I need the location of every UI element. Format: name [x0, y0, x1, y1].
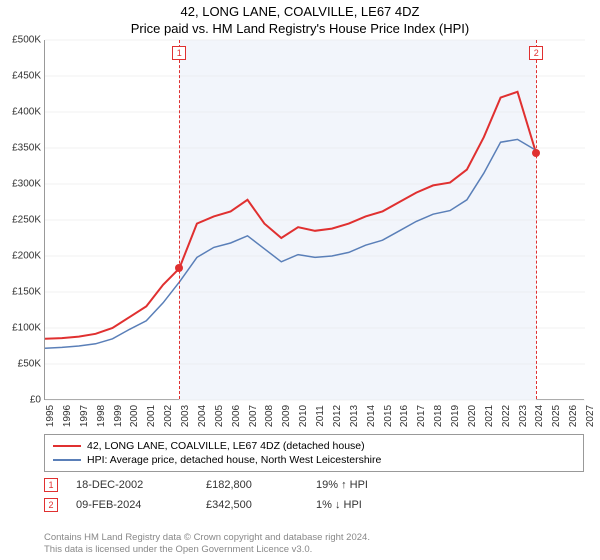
- sale-marker-icon: 1: [172, 46, 186, 60]
- sale-marker-icon: 2: [44, 498, 58, 512]
- xtick-label: 2019: [450, 405, 461, 427]
- xtick-label: 1995: [45, 405, 56, 427]
- attribution: Contains HM Land Registry data © Crown c…: [44, 532, 584, 556]
- xtick-label: 2022: [501, 405, 512, 427]
- ytick-label: £450K: [1, 71, 41, 82]
- legend-label: HPI: Average price, detached house, Nort…: [87, 454, 381, 466]
- sale-diff: 1% ↓ HPI: [316, 499, 406, 511]
- xtick-label: 2015: [383, 405, 394, 427]
- xtick-label: 2024: [534, 405, 545, 427]
- sale-row: 2 09-FEB-2024 £342,500 1% ↓ HPI: [44, 498, 584, 512]
- chart-container: 42, LONG LANE, COALVILLE, LE67 4DZ Price…: [0, 0, 600, 560]
- xtick-label: 1998: [96, 405, 107, 427]
- xtick-label: 2017: [416, 405, 427, 427]
- legend-row: 42, LONG LANE, COALVILLE, LE67 4DZ (deta…: [53, 439, 575, 453]
- sale-point-dot: [532, 149, 540, 157]
- xtick-label: 1996: [62, 405, 73, 427]
- chart-svg: [45, 40, 584, 399]
- xtick-label: 2026: [568, 405, 579, 427]
- title-block: 42, LONG LANE, COALVILLE, LE67 4DZ Price…: [0, 0, 600, 38]
- xtick-label: 2008: [264, 405, 275, 427]
- legend-label: 42, LONG LANE, COALVILLE, LE67 4DZ (deta…: [87, 440, 365, 452]
- legend-box: 42, LONG LANE, COALVILLE, LE67 4DZ (deta…: [44, 434, 584, 472]
- title-main: 42, LONG LANE, COALVILLE, LE67 4DZ: [0, 4, 600, 19]
- attribution-line: This data is licensed under the Open Gov…: [44, 544, 584, 556]
- xtick-label: 2012: [332, 405, 343, 427]
- ytick-label: £300K: [1, 179, 41, 190]
- xtick-label: 2005: [214, 405, 225, 427]
- xtick-label: 2006: [231, 405, 242, 427]
- chart-plot-area: £0£50K£100K£150K£200K£250K£300K£350K£400…: [44, 40, 584, 400]
- xtick-label: 2003: [180, 405, 191, 427]
- ytick-label: £150K: [1, 287, 41, 298]
- sale-date: 09-FEB-2024: [76, 499, 206, 511]
- xtick-label: 1999: [113, 405, 124, 427]
- xtick-label: 2009: [281, 405, 292, 427]
- sale-price: £342,500: [206, 499, 316, 511]
- xtick-label: 2021: [484, 405, 495, 427]
- xtick-label: 2020: [467, 405, 478, 427]
- sale-date: 18-DEC-2002: [76, 479, 206, 491]
- xtick-label: 2001: [146, 405, 157, 427]
- attribution-line: Contains HM Land Registry data © Crown c…: [44, 532, 584, 544]
- ytick-label: £100K: [1, 323, 41, 334]
- sale-marker-icon: 1: [44, 478, 58, 492]
- ytick-label: £0: [1, 395, 41, 406]
- xtick-label: 2004: [197, 405, 208, 427]
- sale-price: £182,800: [206, 479, 316, 491]
- ytick-label: £400K: [1, 107, 41, 118]
- xtick-label: 2014: [366, 405, 377, 427]
- xtick-label: 2023: [518, 405, 529, 427]
- xtick-label: 2013: [349, 405, 360, 427]
- ytick-label: £350K: [1, 143, 41, 154]
- xtick-label: 2027: [585, 405, 596, 427]
- legend-swatch: [53, 445, 81, 447]
- title-sub: Price paid vs. HM Land Registry's House …: [0, 21, 600, 36]
- xtick-label: 2011: [315, 405, 326, 427]
- ytick-label: £50K: [1, 359, 41, 370]
- xtick-label: 2025: [551, 405, 562, 427]
- ytick-label: £500K: [1, 35, 41, 46]
- xtick-label: 2007: [248, 405, 259, 427]
- xtick-label: 2016: [399, 405, 410, 427]
- xtick-label: 1997: [79, 405, 90, 427]
- xtick-label: 2000: [129, 405, 140, 427]
- xtick-label: 2010: [298, 405, 309, 427]
- sale-vline: [536, 40, 537, 399]
- sale-vline: [179, 40, 180, 399]
- ytick-label: £250K: [1, 215, 41, 226]
- sale-diff: 19% ↑ HPI: [316, 479, 406, 491]
- xtick-label: 2018: [433, 405, 444, 427]
- xtick-label: 2002: [163, 405, 174, 427]
- legend-row: HPI: Average price, detached house, Nort…: [53, 453, 575, 467]
- legend-swatch: [53, 459, 81, 461]
- sale-point-dot: [175, 264, 183, 272]
- ytick-label: £200K: [1, 251, 41, 262]
- sale-row: 1 18-DEC-2002 £182,800 19% ↑ HPI: [44, 478, 584, 492]
- sale-marker-icon: 2: [529, 46, 543, 60]
